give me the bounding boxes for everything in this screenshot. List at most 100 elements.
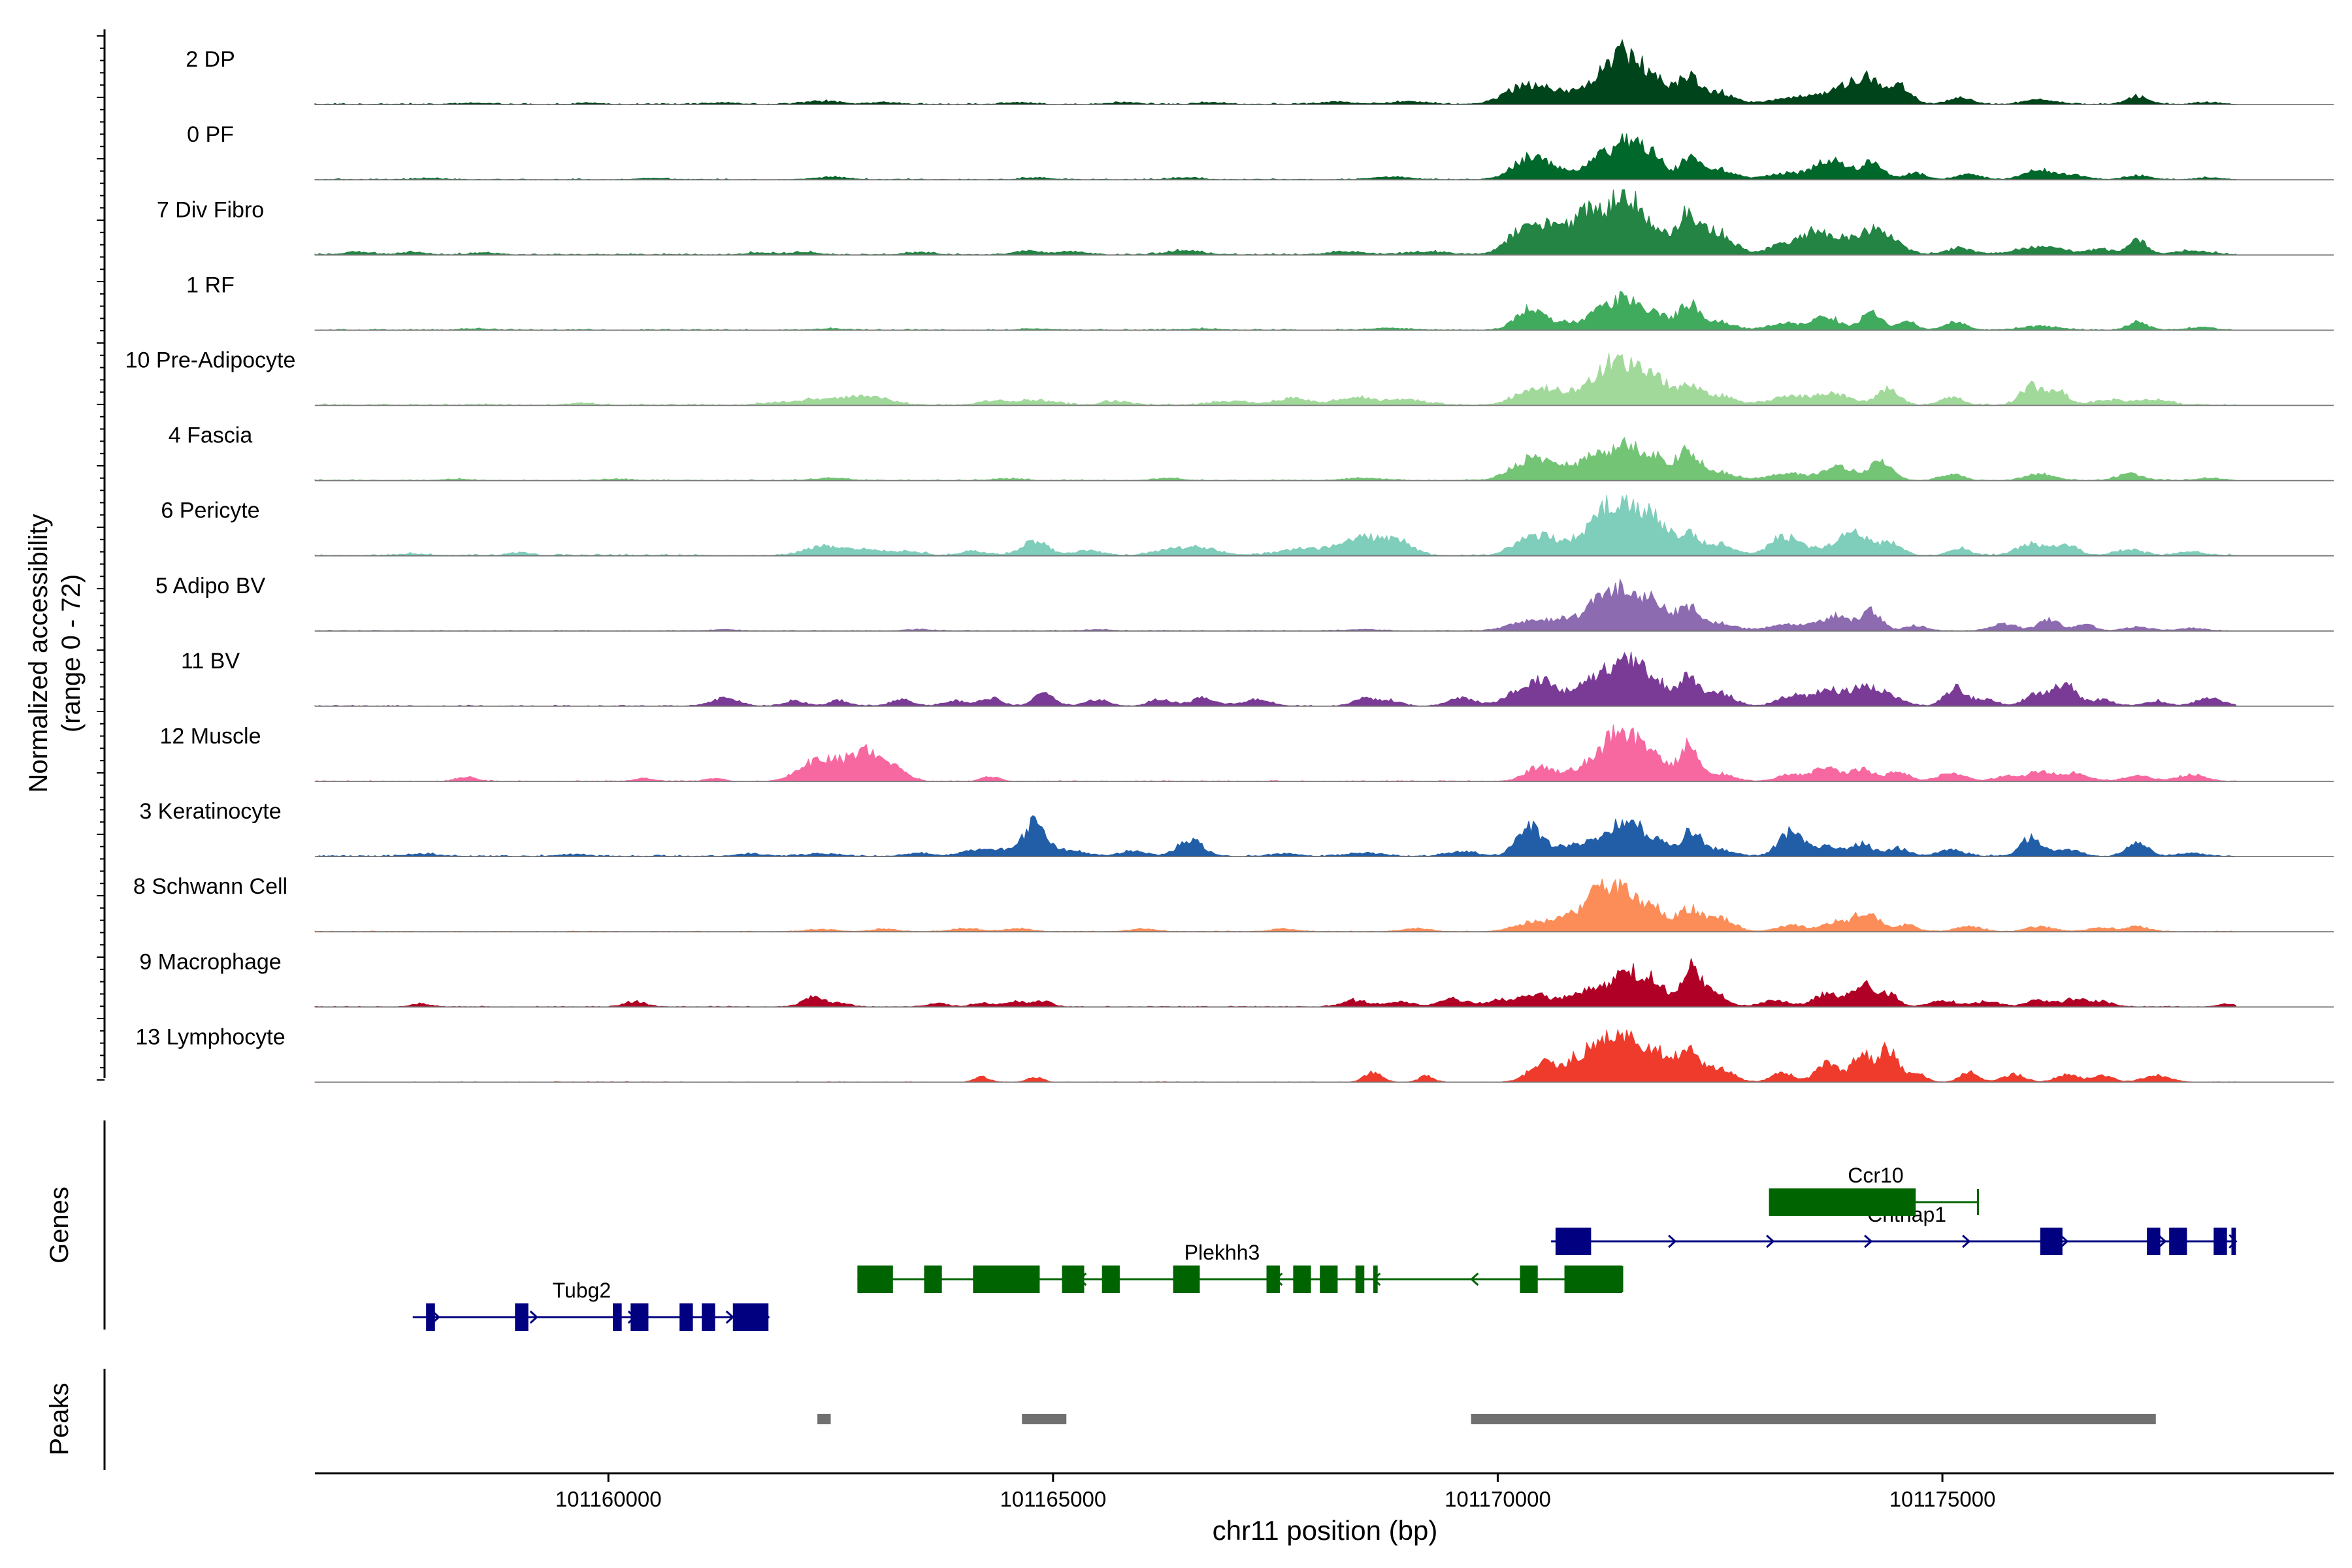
- track-9-macrophage: 9 Macrophage: [139, 949, 2334, 1008]
- y-axis-label-range: (range 0 - 72): [57, 574, 86, 732]
- gene-label: Ccr10: [1848, 1164, 1903, 1187]
- coverage-area: [314, 578, 2236, 632]
- x-tick-label: 101175000: [1889, 1487, 1996, 1511]
- coverage-area: [314, 436, 2236, 482]
- exon: [1173, 1266, 1200, 1293]
- track-label: 10 Pre-Adipocyte: [125, 348, 296, 373]
- gene-label: Tubg2: [553, 1279, 612, 1302]
- track-label: 12 Muscle: [160, 724, 261, 749]
- exon: [613, 1303, 622, 1331]
- coverage-area: [314, 958, 2236, 1007]
- exon: [1520, 1266, 1538, 1293]
- track-7-div-fibro: 7 Div Fibro: [157, 189, 2334, 256]
- coverage-area: [314, 353, 2236, 406]
- exon: [2169, 1228, 2187, 1255]
- track-label: 2 DP: [186, 47, 235, 72]
- track-label: 4 Fascia: [169, 423, 253, 448]
- track-label: 8 Schwann Cell: [133, 874, 287, 899]
- peak-regions: [817, 1414, 2156, 1424]
- strand-arrow: [529, 1310, 538, 1324]
- exon: [973, 1266, 1040, 1293]
- peak-region: [1471, 1414, 2156, 1424]
- exon: [2147, 1228, 2161, 1255]
- exon: [702, 1303, 715, 1331]
- coverage-area: [314, 878, 2236, 932]
- strand-arrow: [1864, 1234, 1873, 1249]
- x-axis-title: chr11 position (bp): [1213, 1515, 1438, 1546]
- exon: [924, 1266, 942, 1293]
- peak-region: [1022, 1414, 1067, 1424]
- exon: [1769, 1188, 1916, 1216]
- track-label: 7 Div Fibro: [157, 197, 264, 222]
- exon: [1320, 1266, 1338, 1293]
- exon: [515, 1303, 529, 1331]
- coverage-area: [314, 39, 2236, 105]
- gene-tubg2: Tubg2: [412, 1279, 770, 1331]
- strand-arrow: [1962, 1234, 1971, 1249]
- strand-arrow: [725, 1310, 734, 1324]
- strand-arrow: [1470, 1272, 1479, 1286]
- x-tick-label: 101160000: [555, 1487, 662, 1511]
- exon: [857, 1266, 893, 1293]
- x-tick-label: 101165000: [1000, 1487, 1106, 1511]
- exon: [2040, 1228, 2063, 1255]
- coverage-area: [314, 1028, 2236, 1083]
- exon: [1564, 1266, 1623, 1293]
- gene-models: Tubg2Plekhh3Cntnap1Ccr10: [412, 1164, 2238, 1331]
- track-label: 1 RF: [186, 272, 235, 297]
- gene-ccr10: Ccr10: [1769, 1164, 1980, 1216]
- track-13-lymphocyte: 13 Lymphocyte: [135, 1024, 2334, 1083]
- exon: [1062, 1266, 1085, 1293]
- track-5-adipo-bv: 5 Adipo BV: [155, 574, 2334, 632]
- track-12-muscle: 12 Muscle: [160, 724, 2334, 782]
- strand-arrow: [2158, 1234, 2167, 1249]
- exon: [1266, 1266, 1280, 1293]
- strand-arrow: [2060, 1234, 2069, 1249]
- exon: [1373, 1266, 1378, 1293]
- exon: [679, 1303, 693, 1331]
- coverage-tracks: 2 DP 0 PF 7 Div Fibro 1 RF 10 Pre-Adipocyte 4…: [125, 39, 2334, 1083]
- track-label: 11 BV: [181, 649, 240, 674]
- y-axis-ticks: [97, 35, 105, 1081]
- genes-panel-label: Genes: [45, 1186, 74, 1264]
- track-8-schwann-cell: 8 Schwann Cell: [133, 874, 2334, 933]
- gene-plekhh3: Plekhh3: [857, 1241, 1624, 1293]
- coverage-area: [314, 815, 2236, 857]
- x-axis-ticks: 101160000 101165000 101170000 101175000: [555, 1473, 1996, 1511]
- track-label: 0 PF: [187, 122, 234, 147]
- exon: [1293, 1266, 1311, 1293]
- gene-label: Plekhh3: [1184, 1241, 1260, 1264]
- coverage-area: [314, 725, 2236, 782]
- coverage-area: [314, 133, 2236, 180]
- x-tick-label: 101170000: [1445, 1487, 1551, 1511]
- track-0-pf: 0 PF: [187, 122, 2334, 181]
- strand-arrow: [1766, 1234, 1775, 1249]
- coverage-area: [314, 290, 2236, 331]
- track-2-dp: 2 DP: [186, 39, 2334, 106]
- exon: [630, 1303, 649, 1331]
- exon: [732, 1303, 769, 1331]
- track-6-pericyte: 6 Pericyte: [161, 495, 2334, 557]
- track-3-keratinocyte: 3 Keratinocyte: [139, 799, 2334, 857]
- exon: [1102, 1266, 1120, 1293]
- track-1-rf: 1 RF: [186, 272, 2334, 331]
- track-label: 13 Lymphocyte: [135, 1024, 285, 1049]
- track-label: 9 Macrophage: [139, 949, 281, 974]
- exon: [1555, 1228, 1592, 1255]
- exon: [2231, 1228, 2236, 1255]
- coverage-area: [314, 495, 2236, 557]
- coverage-area: [314, 189, 2236, 255]
- track-10-pre-adipocyte: 10 Pre-Adipocyte: [125, 348, 2334, 406]
- coverage-area: [314, 651, 2236, 707]
- exon: [1355, 1266, 1365, 1293]
- strand-arrow: [1668, 1234, 1677, 1249]
- peaks-panel-label: Peaks: [45, 1382, 74, 1455]
- track-4-fascia: 4 Fascia: [169, 423, 2334, 482]
- track-label: 3 Keratinocyte: [139, 799, 281, 824]
- track-11-bv: 11 BV: [181, 649, 2334, 707]
- track-label: 5 Adipo BV: [155, 574, 266, 598]
- exon: [426, 1303, 435, 1331]
- exon: [2213, 1228, 2227, 1255]
- track-label: 6 Pericyte: [161, 498, 259, 523]
